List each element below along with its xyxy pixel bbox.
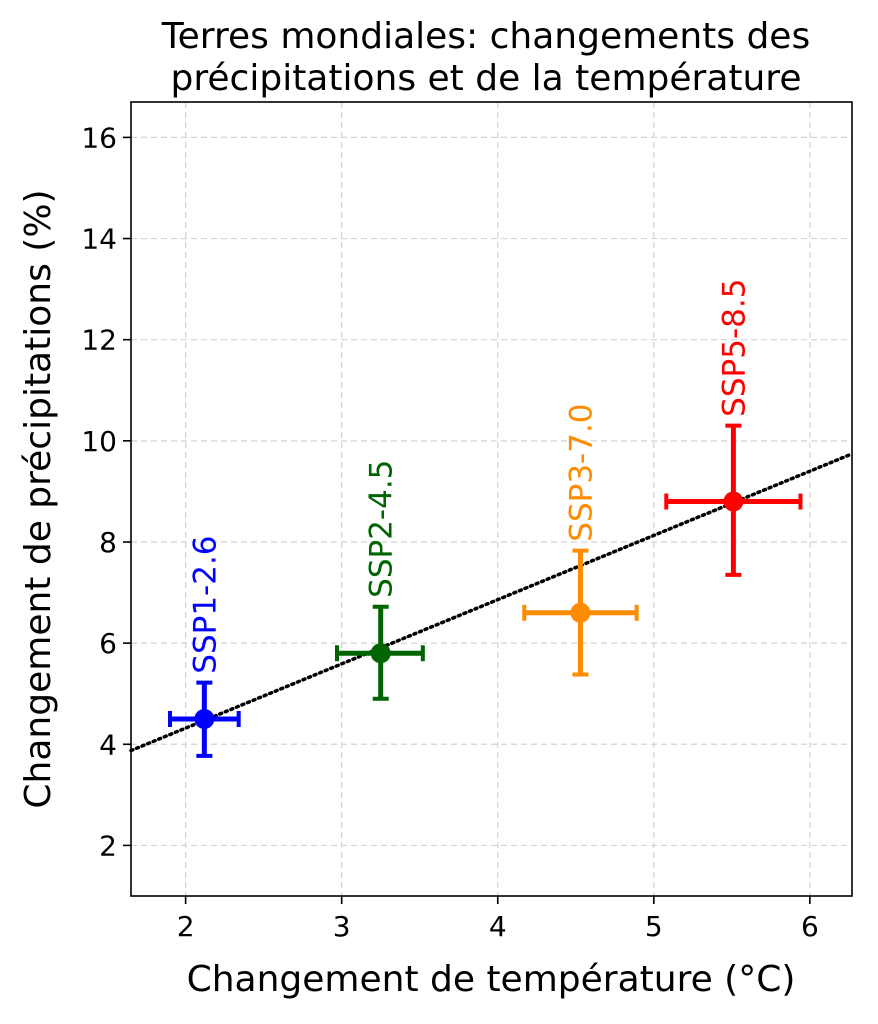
series-label: SSP5-8.5 [716,279,752,417]
data-point [723,491,744,512]
y-axis-label: Changement de précipitations (%) [18,189,59,808]
x-tick-label: 4 [489,910,507,943]
series-label: SSP1-2.6 [187,535,223,673]
x-tick-label: 6 [801,910,819,943]
y-tick-label: 8 [99,526,117,559]
series-labels: SSP1-2.6 SSP2-4.5 SSP3-7.0 SSP5-8.5 [187,279,752,674]
x-axis-ticks: 2 3 4 5 6 [177,896,819,943]
series-label: SSP3-7.0 [563,403,599,541]
y-tick-label: 2 [99,829,117,862]
series-ssp5-8-5 [664,423,803,577]
y-tick-label: 16 [81,121,117,154]
y-tick-label: 14 [81,223,117,256]
chart-title-line: précipitations et de la température [171,58,802,99]
x-tick-label: 2 [177,910,195,943]
x-tick-label: 3 [333,910,351,943]
y-tick-label: 4 [99,728,117,761]
grid-lines [131,102,852,896]
chart-title: Terres mondiales: changements des précipi… [161,16,810,99]
chart-title-line: Terres mondiales: changements des [161,16,810,57]
x-tick-label: 5 [645,910,663,943]
series-label: SSP2-4.5 [364,460,400,598]
trend-line [129,452,854,753]
y-tick-label: 10 [81,425,117,458]
y-axis-ticks: 2 4 6 8 10 12 14 16 [81,121,131,862]
series-ssp3-7-0 [522,548,639,677]
data-points [168,423,803,758]
y-tick-label: 6 [99,627,117,660]
y-tick-label: 12 [81,324,117,357]
trend-line-path [129,452,854,753]
data-point [194,708,215,729]
series-ssp2-4-5 [335,604,425,701]
plot-frame [130,101,853,897]
series-ssp1-2-6 [168,680,241,758]
data-point [570,602,591,623]
data-point [370,643,391,664]
x-axis-label: Changement de température (°C) [187,959,796,1000]
